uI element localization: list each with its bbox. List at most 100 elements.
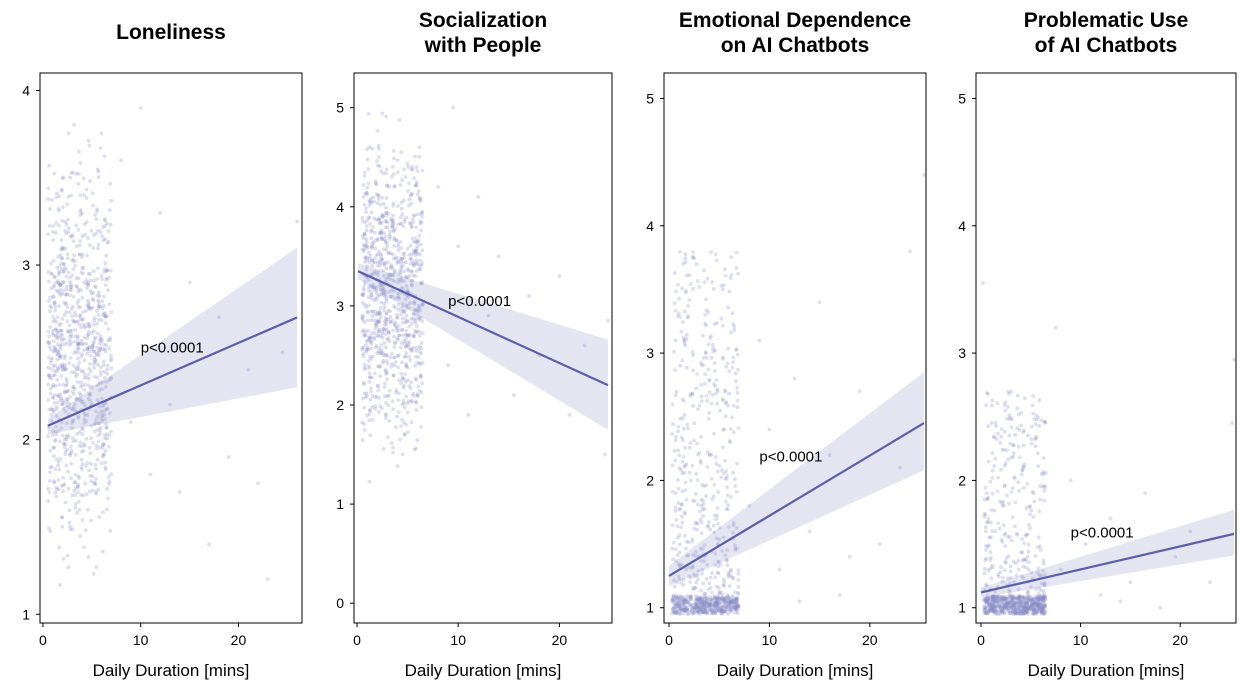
data-point	[731, 360, 735, 364]
data-point	[727, 604, 731, 608]
data-point	[119, 158, 123, 163]
data-point	[381, 360, 385, 365]
data-point	[420, 303, 425, 307]
plot-frame	[663, 72, 927, 624]
data-point	[731, 520, 736, 525]
data-point	[699, 598, 703, 603]
data-point	[56, 353, 60, 357]
data-point	[52, 302, 57, 306]
data-point	[51, 408, 56, 413]
data-point	[732, 605, 736, 610]
data-point	[1007, 600, 1012, 605]
data-point	[1033, 601, 1038, 605]
data-point	[381, 359, 385, 363]
data-point	[78, 161, 83, 166]
data-point	[1032, 611, 1037, 616]
data-point	[984, 597, 988, 601]
data-point	[1038, 597, 1042, 602]
data-point	[700, 604, 705, 608]
data-point	[60, 176, 65, 181]
data-point	[706, 367, 711, 372]
data-point	[686, 565, 690, 570]
data-point	[53, 384, 58, 388]
data-point	[715, 389, 720, 393]
data-point	[699, 588, 703, 593]
data-point	[388, 309, 392, 314]
data-point	[1040, 595, 1045, 599]
data-point	[416, 262, 421, 267]
data-point	[708, 597, 713, 602]
data-point	[378, 312, 382, 317]
data-point	[91, 203, 95, 208]
data-point	[404, 361, 408, 366]
data-point	[102, 376, 107, 380]
data-point	[397, 297, 401, 301]
data-point	[96, 421, 101, 426]
data-point	[104, 269, 109, 274]
data-point	[91, 322, 96, 327]
data-point	[87, 324, 92, 329]
data-point	[52, 283, 56, 288]
data-point	[387, 289, 392, 294]
data-point	[723, 458, 727, 463]
data-point	[685, 607, 689, 612]
data-point	[369, 244, 374, 249]
data-point	[109, 429, 113, 434]
data-point	[366, 295, 371, 299]
data-point	[50, 356, 55, 361]
data-point	[674, 518, 679, 522]
data-point	[103, 408, 108, 413]
data-point	[1017, 596, 1022, 600]
data-point	[67, 275, 72, 280]
data-point	[100, 277, 104, 282]
data-point	[726, 404, 730, 408]
data-point	[97, 380, 102, 385]
data-point	[1006, 601, 1010, 606]
data-point	[719, 612, 724, 616]
data-point	[377, 231, 382, 236]
data-point	[77, 360, 82, 365]
data-point	[705, 399, 710, 403]
data-point	[64, 397, 69, 401]
data-point	[361, 243, 366, 248]
data-point	[396, 294, 400, 299]
data-point	[1030, 403, 1035, 408]
x-tick-label: 20	[552, 632, 568, 648]
data-point	[1031, 596, 1036, 601]
data-point	[82, 441, 86, 446]
data-point	[1015, 426, 1019, 431]
data-point	[376, 238, 380, 242]
data-point	[986, 517, 991, 521]
data-point	[984, 611, 989, 615]
data-point	[1041, 612, 1046, 616]
data-point	[366, 359, 371, 363]
data-point	[364, 348, 369, 352]
data-point	[390, 222, 395, 227]
data-point	[692, 606, 697, 611]
data-point	[67, 226, 71, 231]
data-point	[686, 611, 691, 616]
data-point	[997, 602, 1002, 606]
data-point	[61, 442, 66, 446]
data-point	[715, 387, 720, 392]
data-point	[404, 306, 409, 311]
data-point	[688, 282, 693, 287]
data-point	[64, 400, 69, 404]
data-point	[383, 332, 388, 336]
data-point	[707, 604, 711, 608]
data-point	[726, 574, 731, 579]
data-point	[721, 535, 726, 540]
data-point	[732, 598, 737, 602]
data-point	[1025, 481, 1030, 486]
data-point	[405, 304, 410, 308]
data-point	[67, 405, 72, 410]
data-point	[56, 366, 60, 370]
data-point	[732, 607, 737, 612]
data-point	[1004, 604, 1009, 609]
data-point	[413, 183, 418, 188]
data-point	[391, 278, 395, 282]
data-point	[990, 468, 995, 473]
data-point	[385, 337, 389, 342]
data-point	[70, 426, 74, 430]
data-point	[88, 243, 92, 248]
